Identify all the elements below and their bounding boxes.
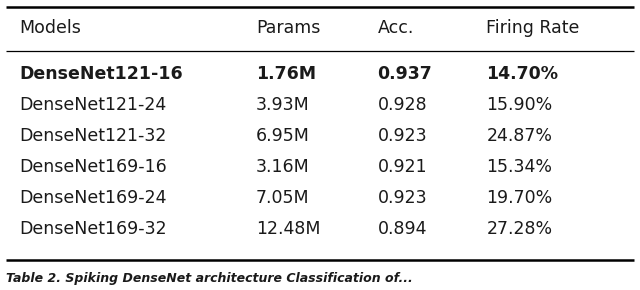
Text: DenseNet121-24: DenseNet121-24	[19, 96, 166, 114]
Text: 0.923: 0.923	[378, 127, 428, 145]
Text: 19.70%: 19.70%	[486, 189, 553, 207]
Text: 12.48M: 12.48M	[256, 220, 321, 238]
Text: Firing Rate: Firing Rate	[486, 19, 580, 37]
Text: 27.28%: 27.28%	[486, 220, 552, 238]
Text: 3.93M: 3.93M	[256, 96, 310, 114]
Text: 15.34%: 15.34%	[486, 158, 552, 176]
Text: DenseNet169-16: DenseNet169-16	[19, 158, 167, 176]
Text: Models: Models	[19, 19, 81, 37]
Text: Params: Params	[256, 19, 321, 37]
Text: DenseNet121-32: DenseNet121-32	[19, 127, 166, 145]
Text: DenseNet169-24: DenseNet169-24	[19, 189, 166, 207]
Text: 15.90%: 15.90%	[486, 96, 553, 114]
Text: 0.894: 0.894	[378, 220, 427, 238]
Text: Table 2. Spiking DenseNet architecture Classification of...: Table 2. Spiking DenseNet architecture C…	[6, 272, 413, 285]
Text: DenseNet121-16: DenseNet121-16	[19, 65, 183, 83]
Text: 24.87%: 24.87%	[486, 127, 552, 145]
Text: Acc.: Acc.	[378, 19, 414, 37]
Text: 0.921: 0.921	[378, 158, 428, 176]
Text: 3.16M: 3.16M	[256, 158, 310, 176]
Text: 0.923: 0.923	[378, 189, 428, 207]
Text: DenseNet169-32: DenseNet169-32	[19, 220, 167, 238]
Text: 0.928: 0.928	[378, 96, 428, 114]
Text: 6.95M: 6.95M	[256, 127, 310, 145]
Text: 14.70%: 14.70%	[486, 65, 558, 83]
Text: 1.76M: 1.76M	[256, 65, 316, 83]
Text: 7.05M: 7.05M	[256, 189, 310, 207]
Text: 0.937: 0.937	[378, 65, 433, 83]
